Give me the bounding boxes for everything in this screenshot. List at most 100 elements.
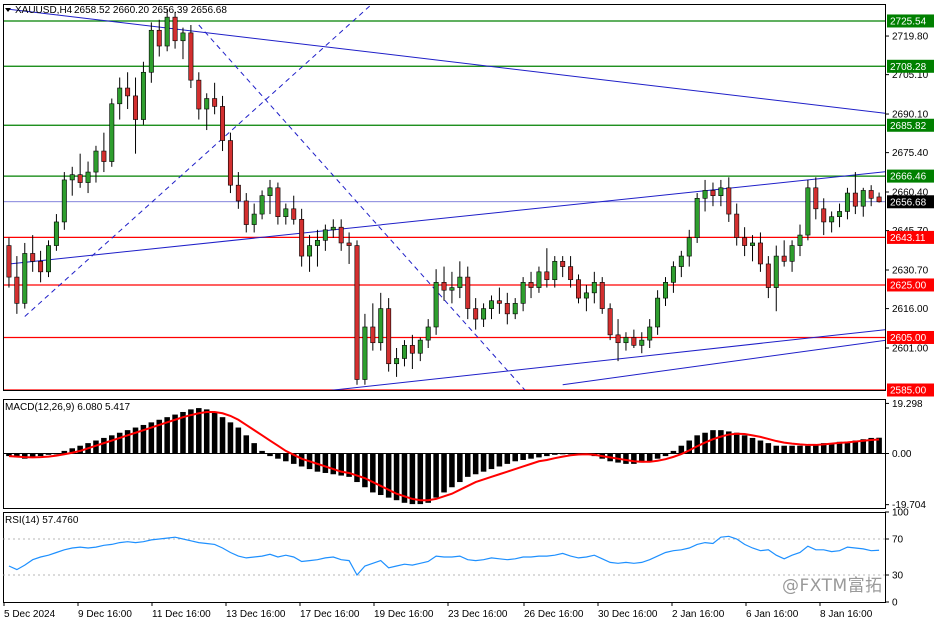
macd-bar bbox=[773, 445, 780, 454]
macd-bar bbox=[789, 445, 795, 454]
candle bbox=[734, 203, 740, 246]
candle bbox=[401, 340, 407, 367]
candle-body-bull bbox=[797, 234, 803, 246]
macd-bar bbox=[852, 440, 859, 454]
x-tick-label: 2 Jan 16:00 bbox=[672, 609, 725, 620]
candle bbox=[560, 256, 566, 278]
candle bbox=[148, 22, 154, 83]
macd-panel bbox=[3, 408, 885, 505]
fxtm-watermark: @FXTM富拓 bbox=[782, 576, 883, 596]
candle bbox=[489, 295, 494, 320]
candle bbox=[599, 277, 605, 314]
candle-body-bull bbox=[489, 300, 494, 309]
candle-body-bear bbox=[77, 174, 83, 183]
candle bbox=[188, 25, 194, 89]
macd-bar bbox=[670, 450, 677, 454]
macd-bar bbox=[275, 453, 281, 459]
macd-bar bbox=[156, 419, 163, 454]
candle bbox=[69, 166, 75, 196]
macd-bar bbox=[480, 453, 487, 472]
current-price-tag-bg bbox=[887, 195, 934, 209]
candle-body-bear bbox=[188, 32, 194, 81]
candle bbox=[85, 161, 91, 194]
candle-body-bear bbox=[757, 242, 763, 265]
candle bbox=[38, 250, 44, 283]
macd-bar bbox=[654, 453, 661, 459]
candle bbox=[6, 237, 12, 288]
candle-body-bear bbox=[235, 184, 241, 202]
candle-body-bear bbox=[291, 208, 297, 220]
candle-body-bull bbox=[805, 187, 811, 236]
candle-body-bull bbox=[93, 150, 99, 173]
level-tag-bg bbox=[887, 278, 934, 292]
x-tick-label: 26 Dec 16:00 bbox=[524, 609, 584, 620]
candle-body-bull bbox=[844, 192, 850, 212]
candle-body-bear bbox=[615, 334, 621, 344]
candle bbox=[251, 203, 257, 233]
candle-body-bear bbox=[227, 140, 233, 186]
candle-body-bear bbox=[781, 255, 787, 262]
candle-body-bear bbox=[631, 337, 637, 346]
macd-bar bbox=[544, 453, 550, 457]
candle-body-bull bbox=[85, 171, 91, 183]
candle bbox=[773, 245, 779, 312]
candle bbox=[409, 334, 415, 369]
level-tag-value: 2625.00 bbox=[890, 280, 927, 291]
candle bbox=[639, 332, 645, 354]
macd-bar bbox=[472, 453, 479, 475]
candle-body-bull bbox=[394, 358, 400, 365]
macd-bar bbox=[211, 411, 218, 454]
x-tick-label: 8 Jan 16:00 bbox=[820, 609, 873, 620]
macd-bar bbox=[805, 445, 811, 454]
candle-body-bear bbox=[346, 242, 352, 246]
candle-body-bull bbox=[512, 303, 518, 315]
candle bbox=[496, 287, 502, 314]
macd-bar bbox=[338, 453, 344, 476]
candle bbox=[314, 229, 320, 267]
x-tick-label: 11 Dec 16:00 bbox=[152, 609, 211, 620]
macd-bar bbox=[631, 453, 637, 464]
macd-bar bbox=[267, 453, 273, 457]
candle-body-bull bbox=[140, 71, 146, 120]
level-tag-value: 2643.11 bbox=[890, 233, 926, 244]
candle bbox=[204, 93, 210, 131]
level-tag-value: 2685.82 bbox=[890, 121, 927, 132]
macd-bar bbox=[512, 453, 518, 462]
candle-body-bear bbox=[734, 213, 740, 239]
macd-signal-line bbox=[8, 410, 880, 502]
macd-bar bbox=[377, 453, 384, 496]
candle bbox=[797, 224, 803, 257]
macd-bar bbox=[362, 453, 368, 488]
macd-bar bbox=[101, 437, 107, 454]
candle bbox=[322, 224, 328, 251]
candle bbox=[117, 77, 123, 120]
candle-body-bull bbox=[267, 187, 273, 196]
candle-body-bull bbox=[53, 221, 59, 246]
candle-body-bull bbox=[520, 282, 526, 304]
macd-bar bbox=[433, 453, 439, 498]
macd-bar bbox=[536, 453, 542, 458]
macd-bar bbox=[140, 424, 147, 454]
chart-menu-triangle-icon[interactable] bbox=[5, 8, 11, 12]
candle-body-bear bbox=[386, 308, 392, 365]
macd-bar bbox=[6, 453, 12, 457]
candle-body-bull bbox=[481, 308, 487, 320]
macd-bar bbox=[457, 453, 463, 483]
candle bbox=[702, 179, 708, 212]
candle-body-bull bbox=[307, 245, 313, 257]
candle bbox=[394, 347, 400, 377]
candle bbox=[829, 211, 835, 233]
price-tick-label: 2705.10 bbox=[892, 70, 929, 81]
candle bbox=[576, 274, 581, 304]
candle bbox=[180, 27, 186, 60]
candle bbox=[212, 82, 218, 115]
price-tick-label: 2616.00 bbox=[892, 304, 929, 315]
candle-body-bull bbox=[164, 16, 170, 47]
candle-body-bull bbox=[180, 32, 186, 42]
candle-body-bear bbox=[710, 190, 716, 196]
candle bbox=[615, 319, 621, 362]
macd-tick-label: 19.298 bbox=[892, 399, 923, 410]
candle-body-bull bbox=[702, 190, 708, 199]
candle-body-bear bbox=[38, 261, 44, 273]
